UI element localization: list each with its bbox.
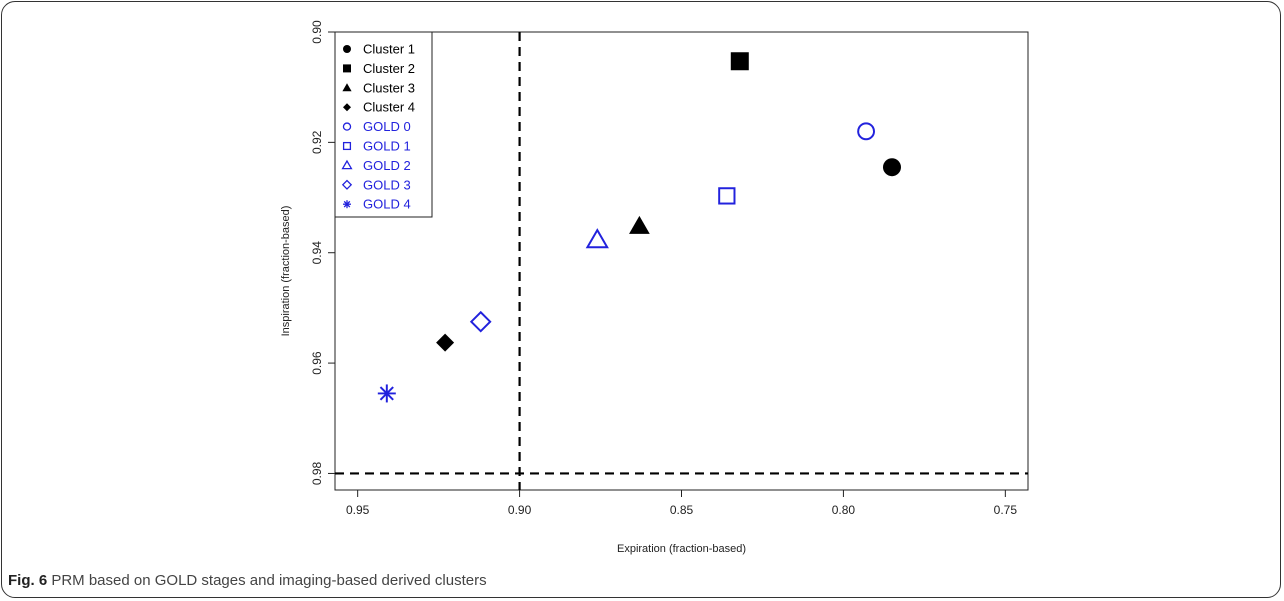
point-cluster-2 [730,52,749,71]
legend-marker [342,122,352,131]
legend-item: GOLD 1 [342,139,411,154]
point-gold-4 [377,384,396,403]
y-tick-label: 0.92 [310,130,324,154]
point-cluster-4 [436,333,455,352]
point-gold-2 [585,228,609,249]
legend-label: GOLD 0 [363,119,411,134]
figure-label: Fig. 6 [8,572,48,589]
y-axis-label: Inspiration (fraction-based) [280,206,292,337]
legend-label: Cluster 3 [363,80,415,95]
x-axis-label: Expiration (fraction-based) [617,543,746,555]
x-tick-label: 0.75 [994,503,1018,517]
legend-label: GOLD 1 [363,139,411,154]
point-gold-1 [718,187,736,205]
legend-marker [343,103,351,112]
legend-marker [343,200,351,209]
legend-label: GOLD 2 [363,158,411,173]
y-tick-label: 0.98 [310,461,324,485]
legend-item: GOLD 0 [342,119,411,134]
data-points [377,52,901,403]
legend-item: GOLD 4 [343,197,411,212]
x-axis: 0.95 0.90 0.85 0.80 0.75 [346,490,1017,517]
legend-item: Cluster 4 [343,100,415,115]
legend: Cluster 1 Cluster 2 Cluster 3 Cluster 4 GOLD… [334,31,433,218]
legend-item: GOLD 2 [341,158,411,173]
point-gold-3 [469,310,492,333]
legend-marker [341,159,353,170]
point-cluster-3 [629,215,650,234]
x-tick-label: 0.85 [670,503,694,517]
legend-item: Cluster 3 [342,80,415,95]
legend-label: Cluster 2 [363,61,415,76]
legend-marker [342,141,352,151]
figure-caption: Fig. 6 PRM based on GOLD stages and imag… [8,572,487,589]
caption-text: PRM based on GOLD stages and imaging-bas… [51,572,487,589]
legend-marker [341,179,353,190]
legend-label: Cluster 4 [363,100,415,115]
legend-marker [342,83,352,92]
plot-area [334,31,1029,491]
y-tick-label: 0.94 [310,241,324,265]
y-tick-label: 0.96 [310,351,324,375]
y-tick-label: 0.90 [310,20,324,44]
legend-item: Cluster 2 [343,61,415,76]
x-tick-label: 0.90 [508,503,532,517]
reference-lines [335,32,1028,490]
x-tick-label: 0.95 [346,503,370,517]
legend-label: GOLD 3 [363,177,411,192]
legend-marker [343,64,351,73]
y-axis: 0.90 0.92 0.94 0.96 0.98 [310,20,335,485]
legend-item: GOLD 3 [341,177,411,192]
legend-box [334,31,433,218]
legend-label: GOLD 4 [363,197,411,212]
legend-label: Cluster 1 [363,42,415,57]
legend-marker [343,45,351,53]
point-cluster-1 [882,158,901,177]
legend-item: Cluster 1 [343,42,415,57]
point-gold-0 [857,122,875,141]
x-tick-label: 0.80 [832,503,856,517]
